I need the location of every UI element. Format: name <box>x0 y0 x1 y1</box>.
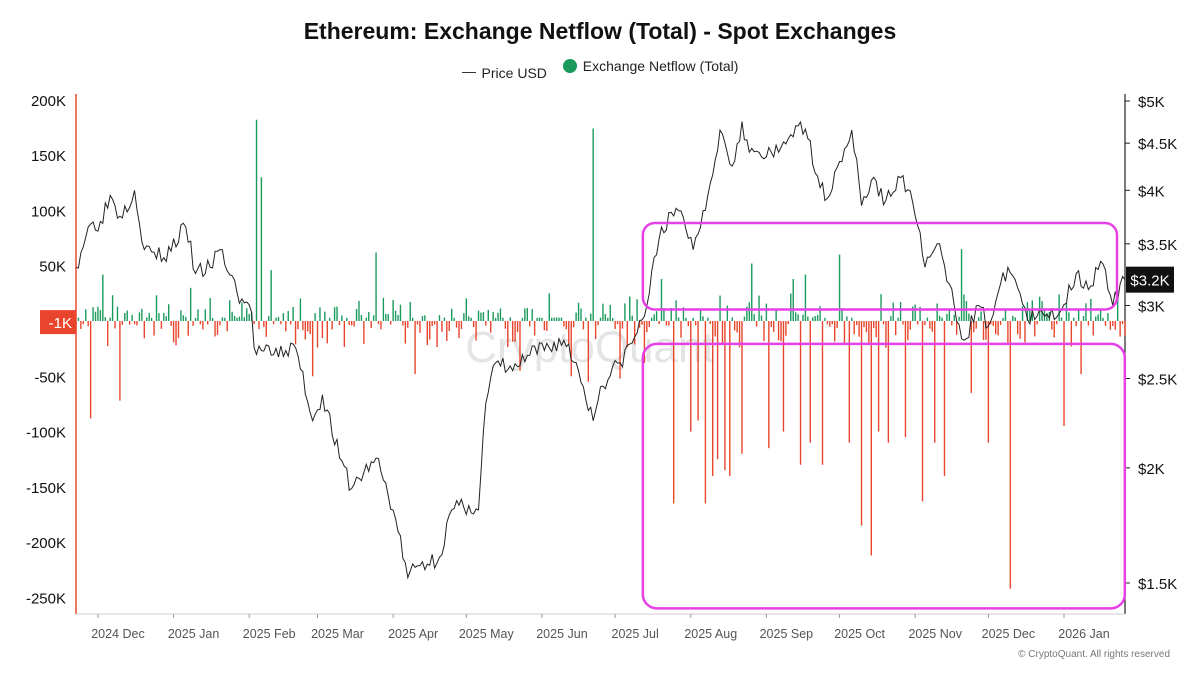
y-left-tick-label: -50K <box>34 369 66 386</box>
y-left-tick-label: 150K <box>31 148 66 165</box>
x-tick-label: 2025 Jan <box>168 627 219 641</box>
x-tick-label: 2025 Feb <box>243 627 296 641</box>
highlight-box-netflow <box>641 342 1127 610</box>
y-right-tick-label: $3K <box>1138 299 1165 316</box>
y-left-tick-label: -250K <box>26 591 66 608</box>
y-left-tick-label: -150K <box>26 480 66 497</box>
x-tick-label: 2025 Dec <box>982 627 1036 641</box>
y-left-tick-label: 50K <box>39 259 66 276</box>
y-right-tick-label: $5K <box>1138 94 1165 111</box>
legend-label-price: Price USD <box>481 64 547 81</box>
y-left-tick-label: 100K <box>31 203 66 220</box>
y-right-tick-label: $4K <box>1138 183 1165 200</box>
x-tick-label: 2025 Jul <box>612 627 659 641</box>
y-left-tick-label: -100K <box>26 425 66 442</box>
highlight-box-price <box>641 221 1119 311</box>
x-tick-label: 2025 Nov <box>908 627 962 641</box>
legend-item-netflow[interactable]: Exchange Netflow (Total) <box>562 58 739 74</box>
y-right-tick-label: $1.5K <box>1138 576 1177 593</box>
copyright-text: © CryptoQuant. All rights reserved <box>1018 649 1170 660</box>
current-netflow-badge <box>40 310 76 335</box>
x-tick-label: 2025 Jun <box>536 627 587 641</box>
current-price-badge <box>1126 266 1174 293</box>
x-tick-label: 2025 Oct <box>834 627 885 641</box>
legend-label-netflow: Exchange Netflow (Total) <box>582 58 739 74</box>
y-right-tick-label: $3.5K <box>1138 237 1177 254</box>
y-left-tick-label: 200K <box>31 93 66 110</box>
x-tick-label: 2025 Mar <box>311 627 364 641</box>
y-right-tick-label: $4.5K <box>1138 136 1177 153</box>
dot-swatch-icon <box>562 59 577 73</box>
price-line <box>75 120 1126 580</box>
y-right-tick-label: $2K <box>1138 461 1165 478</box>
line-swatch-icon <box>461 72 476 73</box>
y-left-tick-label: -200K <box>26 535 66 552</box>
watermark-text: CryptoQuant <box>465 323 714 372</box>
current-price-label: $3.2K <box>1130 273 1169 290</box>
x-tick-label: 2025 Aug <box>684 627 737 641</box>
current-netflow-label: -1K <box>49 315 72 332</box>
x-tick-label: 2024 Dec <box>91 627 145 641</box>
x-tick-label: 2025 May <box>459 627 515 641</box>
legend: Price USD Exchange Netflow (Total) <box>0 58 1200 81</box>
x-tick-label: 2025 Apr <box>388 627 438 641</box>
y-right-tick-label: $2.5K <box>1138 371 1177 388</box>
chart-title: Ethereum: Exchange Netflow (Total) - Spo… <box>303 18 897 44</box>
legend-item-price[interactable]: Price USD <box>461 64 547 81</box>
x-tick-label: 2026 Jan <box>1058 627 1109 641</box>
x-tick-label: 2025 Sep <box>760 627 814 641</box>
